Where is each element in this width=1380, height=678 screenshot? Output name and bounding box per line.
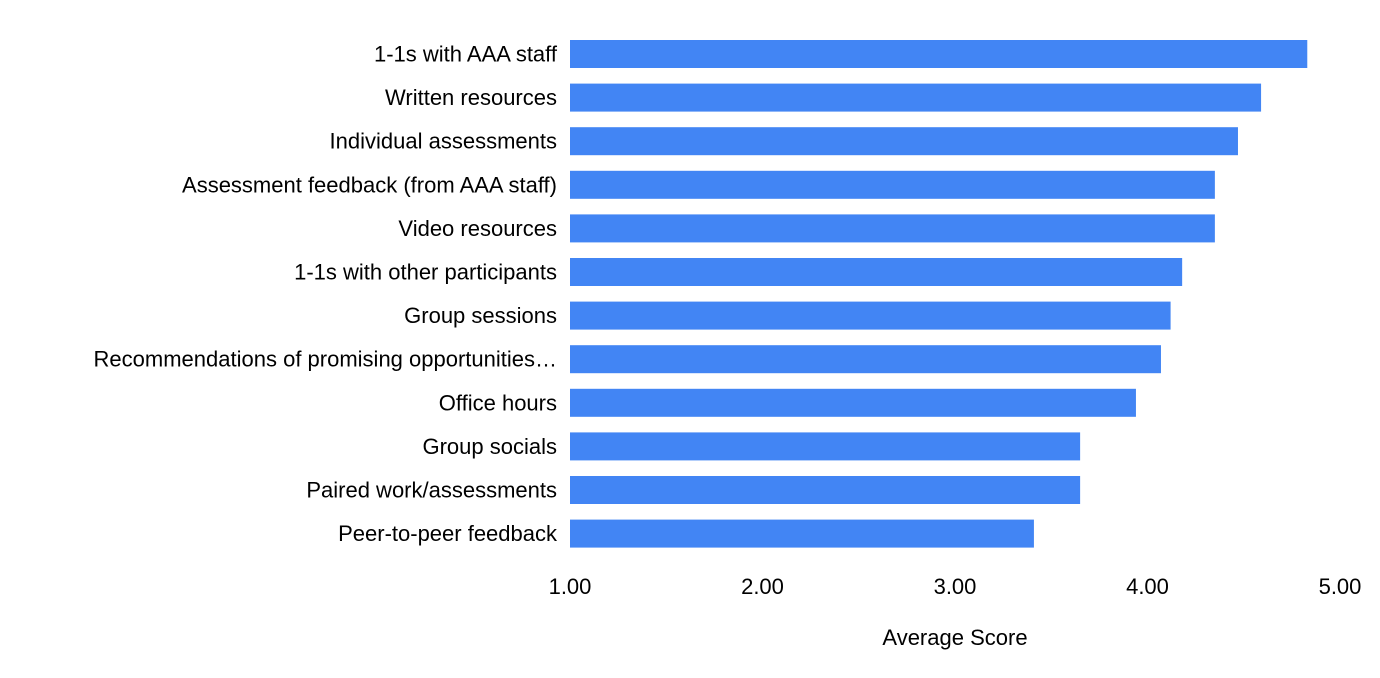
bar [570,40,1308,68]
bar [570,83,1262,112]
category-labels: 1-1s with AAA staff Written resources Indi… [94,42,558,547]
category-label: Group sessions [404,303,557,328]
category-label: Peer-to-peer feedback [338,521,558,546]
x-tick-label: 1.00 [549,574,592,599]
category-label: Individual assessments [330,129,557,154]
category-label: Group socials [422,434,557,459]
category-label: 1-1s with AAA staff [374,42,558,67]
x-axis-title: Average Score [882,625,1027,650]
category-label: Written resources [385,85,557,110]
x-tick-label: 5.00 [1319,574,1362,599]
bar [570,170,1215,199]
category-label: Paired work/assessments [306,478,557,503]
bar [570,519,1034,548]
bar [570,258,1183,286]
x-axis-ticks: 1.00 2.00 3.00 4.00 5.00 [549,574,1362,599]
bar [570,345,1161,374]
bar [570,214,1215,243]
category-label: Assessment feedback (from AAA staff) [182,172,557,197]
bar [570,127,1238,156]
bar [570,388,1136,417]
category-label: Video resources [398,216,557,241]
bar [570,432,1081,461]
category-label: 1-1s with other participants [294,260,557,285]
x-tick-label: 4.00 [1126,574,1169,599]
category-label: Recommendations of promising opportuniti… [94,347,557,372]
bar [570,301,1171,330]
bars [570,40,1308,548]
x-tick-label: 3.00 [934,574,977,599]
bar [570,476,1081,504]
category-label: Office hours [439,390,557,415]
x-tick-label: 2.00 [741,574,784,599]
